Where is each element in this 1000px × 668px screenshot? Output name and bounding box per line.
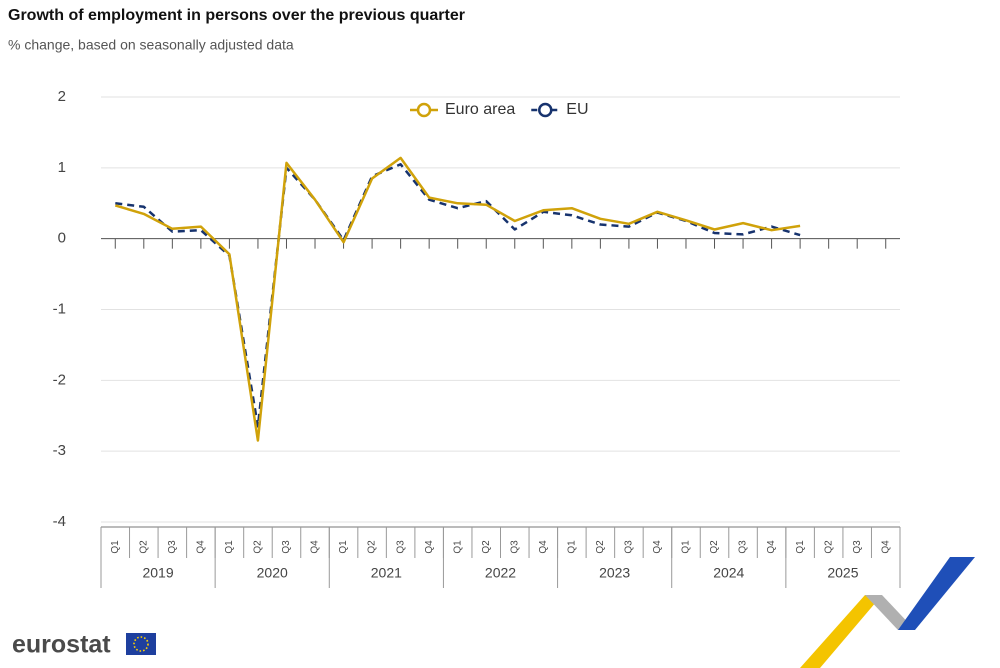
swoosh [898,557,975,630]
series-line [114,156,801,442]
decoration [800,557,975,668]
y-tick-label: -1 [53,300,66,317]
x-tick-label: Q1 [338,540,349,554]
eu-stars [133,636,149,652]
x-tick-label: Q1 [110,540,121,554]
x-group-label: 2025 [827,565,858,581]
x-tick-label: Q3 [395,540,406,554]
x-tick-label: Q2 [367,540,378,554]
legend-label: EU [566,101,588,118]
eu-flag [126,633,156,655]
legend-label: Euro area [445,101,515,118]
chart-subtitle: % change, based on seasonally adjusted d… [8,37,294,53]
x-tick-label: Q1 [681,540,692,554]
y-tick-label: -4 [53,513,66,530]
x-tick-label: Q1 [224,540,235,554]
x-group-label: 2024 [713,565,744,581]
chart-title: Growth of employment in persons over the… [8,7,465,24]
x-tick-label: Q2 [481,540,492,554]
x-tick-label: Q3 [738,540,749,554]
x-group-label: 2019 [142,565,173,581]
swoosh [800,595,882,668]
x-tick-label: Q3 [281,540,292,554]
x-tick-label: Q2 [823,540,834,554]
x-tick-label: Q4 [196,540,207,554]
legend-marker [416,102,432,118]
x-group-label: 2022 [485,565,516,581]
swoosh [865,595,915,630]
x-tick-label: Q4 [310,540,321,554]
x-tick-label: Q4 [538,540,549,554]
x-tick-label: Q4 [652,540,663,554]
x-tick-label: Q1 [452,540,463,554]
x-tick-label: Q2 [253,540,264,554]
x-tick-label: Q1 [795,540,806,554]
logo: eurostat [12,631,156,659]
y-tick-label: -2 [53,371,66,388]
x-group-label: 2021 [371,565,402,581]
x-tick-label: Q3 [624,540,635,554]
logo-text: eurostat [12,631,111,659]
x-tick-label: Q3 [509,540,520,554]
x-tick-label: Q4 [424,540,435,554]
x-tick-label: Q2 [709,540,720,554]
x-group-label: 2023 [599,565,630,581]
x-tick-label: Q1 [566,540,577,554]
x-group-label: 2020 [257,565,288,581]
x-tick-label: Q3 [167,540,178,554]
x-tick-label: Q2 [595,540,606,554]
y-tick-label: -3 [53,442,66,459]
y-tick-label: 2 [58,88,66,105]
x-tick-label: Q3 [852,540,863,554]
x-tick-label: Q4 [880,540,891,554]
x-tick-label: Q4 [766,540,777,554]
y-tick-label: 1 [58,159,66,176]
legend-marker [538,102,553,118]
x-tick-label: Q2 [138,540,149,554]
y-tick-label: 0 [58,230,66,247]
